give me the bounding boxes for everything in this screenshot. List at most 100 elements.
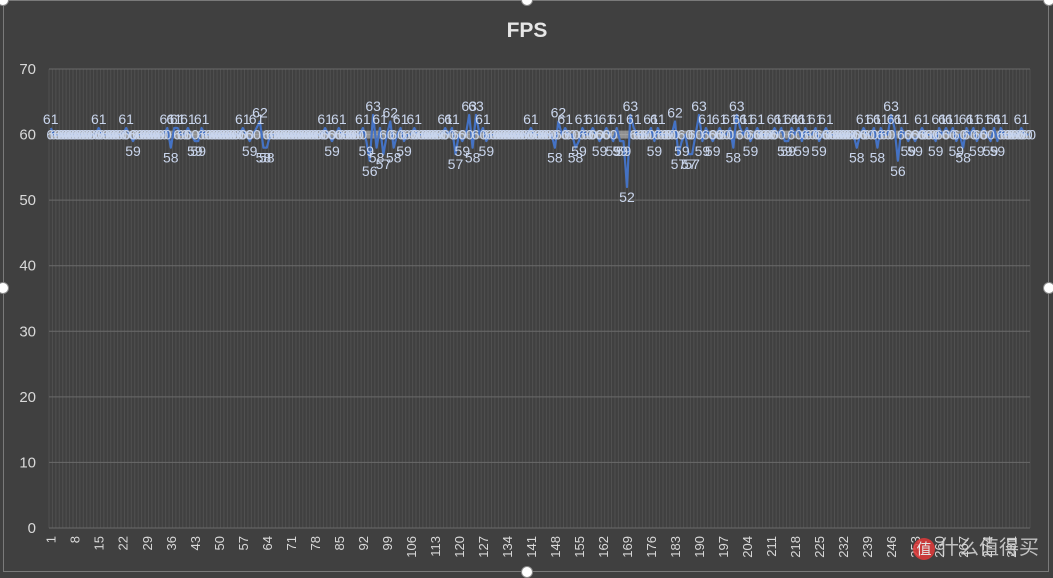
x-tick-label: 134 bbox=[500, 536, 515, 558]
data-label: 61 bbox=[643, 111, 659, 127]
data-label: 61 bbox=[599, 111, 615, 127]
data-label: 61 bbox=[732, 111, 748, 127]
data-label: 60 bbox=[300, 127, 316, 143]
x-tick-label: 232 bbox=[836, 536, 851, 558]
data-label: 60 bbox=[787, 127, 803, 143]
data-label: 60 bbox=[424, 127, 440, 143]
data-label: 60 bbox=[431, 127, 447, 143]
x-tick-label: 155 bbox=[572, 536, 587, 558]
data-label: 61 bbox=[931, 111, 947, 127]
data-label: 59 bbox=[794, 143, 810, 159]
data-label: 60 bbox=[996, 127, 1012, 143]
data-label: 60 bbox=[1017, 127, 1033, 143]
data-label: 60 bbox=[67, 127, 83, 143]
data-label: 57 bbox=[671, 156, 687, 172]
x-tick-label: 274 bbox=[980, 536, 995, 558]
data-label: 60 bbox=[859, 127, 875, 143]
y-tick-label: 0 bbox=[28, 520, 36, 537]
data-label: 58 bbox=[386, 150, 402, 166]
resize-handle-bottom-center[interactable] bbox=[521, 566, 533, 578]
resize-handle-top-right[interactable] bbox=[1043, 0, 1053, 6]
data-label: 61 bbox=[818, 111, 834, 127]
data-label: 61 bbox=[118, 111, 134, 127]
data-label: 59 bbox=[647, 143, 663, 159]
data-label: 61 bbox=[437, 111, 453, 127]
data-label: 61 bbox=[945, 111, 961, 127]
data-label: 60 bbox=[60, 127, 76, 143]
data-label: 60 bbox=[1003, 127, 1019, 143]
data-label: 61 bbox=[739, 111, 755, 127]
data-label: 58 bbox=[259, 150, 275, 166]
data-label: 61 bbox=[722, 111, 738, 127]
data-label: 60 bbox=[815, 127, 831, 143]
data-label: 60 bbox=[81, 127, 97, 143]
data-label: 61 bbox=[317, 111, 333, 127]
data-label: 60 bbox=[653, 127, 669, 143]
y-tick-label: 30 bbox=[19, 323, 36, 340]
data-label: 60 bbox=[122, 127, 138, 143]
data-label: 52 bbox=[619, 189, 635, 205]
data-label: 58 bbox=[726, 150, 742, 166]
data-label: 60 bbox=[413, 127, 429, 143]
resize-handle-middle-right[interactable] bbox=[1043, 282, 1053, 294]
data-label: 59 bbox=[983, 143, 999, 159]
data-label: 60 bbox=[266, 127, 282, 143]
data-label: 60 bbox=[924, 127, 940, 143]
data-label: 60 bbox=[842, 127, 858, 143]
data-label: 60 bbox=[880, 127, 896, 143]
x-axis-ticks: 1 8 15 22 29 36 43 50 57 64 71 78 85 92 99 106 113 120 127… bbox=[44, 536, 1019, 558]
resize-handle-middle-left[interactable] bbox=[0, 282, 9, 294]
data-label: 60 bbox=[283, 127, 299, 143]
data-label: 61 bbox=[856, 111, 872, 127]
data-label: 60 bbox=[204, 127, 220, 143]
data-label: 57 bbox=[376, 156, 392, 172]
data-label: 61 bbox=[914, 111, 930, 127]
x-tick-label: 281 bbox=[1004, 536, 1019, 558]
data-label: 60 bbox=[156, 127, 172, 143]
data-label: 61 bbox=[444, 111, 460, 127]
data-label: 61 bbox=[166, 111, 182, 127]
data-label: 58 bbox=[849, 150, 865, 166]
data-label: 61 bbox=[993, 111, 1009, 127]
data-label: 60 bbox=[472, 127, 488, 143]
data-label: 63 bbox=[468, 98, 484, 114]
data-label: 59 bbox=[358, 143, 374, 159]
data-label: 59 bbox=[928, 143, 944, 159]
data-label: 60 bbox=[677, 127, 693, 143]
data-label: 60 bbox=[88, 127, 104, 143]
data-label: 60 bbox=[98, 127, 114, 143]
data-label: 60 bbox=[177, 127, 193, 143]
data-label: 58 bbox=[547, 150, 563, 166]
data-label: 60 bbox=[578, 127, 594, 143]
data-label: 59 bbox=[605, 143, 621, 159]
data-label: 59 bbox=[612, 143, 628, 159]
data-label: 60 bbox=[876, 127, 892, 143]
data-label: 58 bbox=[465, 150, 481, 166]
data-label: 60 bbox=[921, 127, 937, 143]
x-tick-label: 64 bbox=[260, 536, 275, 550]
series-fps bbox=[49, 113, 1029, 189]
data-label: 61 bbox=[235, 111, 251, 127]
x-tick-label: 50 bbox=[212, 536, 227, 550]
data-label: 60 bbox=[115, 127, 131, 143]
data-label: 61 bbox=[698, 111, 714, 127]
data-label: 58 bbox=[369, 150, 385, 166]
data-label: 60 bbox=[262, 127, 278, 143]
data-label: 60 bbox=[544, 127, 560, 143]
data-label: 60 bbox=[719, 127, 735, 143]
data-label: 60 bbox=[657, 127, 673, 143]
x-tick-label: 246 bbox=[884, 536, 899, 558]
data-label: 60 bbox=[214, 127, 230, 143]
data-label: 60 bbox=[660, 127, 676, 143]
data-label: 60 bbox=[232, 127, 248, 143]
data-label: 60 bbox=[485, 127, 501, 143]
data-label: 60 bbox=[942, 127, 958, 143]
data-label: 61 bbox=[609, 111, 625, 127]
data-label: 59 bbox=[969, 143, 985, 159]
data-label: 60 bbox=[629, 127, 645, 143]
x-tick-label: 197 bbox=[716, 536, 731, 558]
y-axis-ticks: 0 10 20 30 40 50 60 70 bbox=[19, 61, 36, 537]
data-label: 60 bbox=[201, 127, 217, 143]
data-label: 60 bbox=[334, 127, 350, 143]
